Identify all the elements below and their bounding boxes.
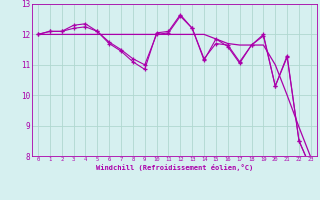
X-axis label: Windchill (Refroidissement éolien,°C): Windchill (Refroidissement éolien,°C) (96, 164, 253, 171)
